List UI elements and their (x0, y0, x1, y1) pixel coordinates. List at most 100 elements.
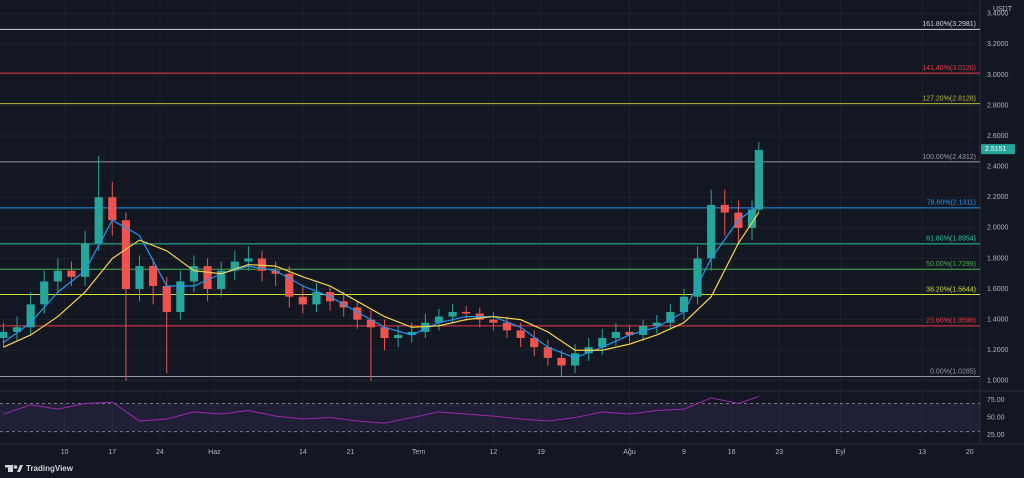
candle-body (312, 292, 321, 305)
rsi-band-fill (0, 403, 980, 432)
candle-body (679, 296, 689, 312)
candle-body (747, 209, 757, 228)
candle-body (557, 357, 566, 366)
fib-level-label: 161.80%(3.2981) (922, 21, 976, 28)
x-tick-label: 10 (61, 449, 69, 456)
x-tick-label: 14 (299, 449, 307, 456)
x-tick-label: 13 (918, 449, 926, 456)
candle-body (257, 258, 267, 271)
candle-body (639, 325, 648, 335)
candle-body (380, 327, 389, 338)
fib-level-label: 127.20%(2.8128) (922, 95, 976, 102)
candle-body (366, 319, 375, 328)
candle-body (530, 338, 539, 348)
candle-body (462, 312, 471, 314)
x-tick-label: 23 (775, 449, 783, 456)
x-tick-label: 19 (537, 449, 545, 456)
candle-body (543, 347, 552, 358)
x-tick-label: 12 (490, 449, 498, 456)
candle-body (693, 258, 702, 297)
candle-body (230, 261, 239, 271)
candle-body (12, 327, 22, 332)
candle-body (80, 243, 90, 277)
fib-level-label: 141.40%(3.0120) (922, 65, 976, 72)
fib-level-label: 23.60%(1.3596) (926, 318, 976, 325)
candle-body (448, 312, 457, 317)
rsi-tick-label: 25.00 (987, 432, 1005, 439)
candle-body (502, 322, 512, 331)
candle-body (135, 266, 144, 290)
candle-body (394, 334, 403, 338)
fib-level-label: 100.00%(2.4312) (922, 154, 976, 161)
last-price-label: 2.5151 (985, 146, 1007, 153)
candle-body (203, 266, 212, 290)
candle-body (176, 281, 185, 312)
x-tick-label: Haz (208, 449, 221, 456)
candle-body (407, 331, 416, 335)
y-tick-label: 2.8000 (987, 102, 1009, 109)
candle-body (162, 286, 171, 312)
candle-body (625, 331, 634, 335)
candle-body (285, 273, 294, 297)
candle-body (244, 258, 253, 262)
y-tick-label: 1.4000 (987, 316, 1009, 323)
candle-body (40, 281, 49, 305)
y-tick-label: 1.8000 (987, 255, 1009, 262)
x-tick-label: Ağu (623, 449, 636, 456)
y-tick-label: 1.6000 (987, 286, 1009, 293)
candle-body (189, 266, 199, 282)
y-tick-label: 2.4000 (987, 164, 1009, 171)
candle-body (666, 312, 675, 323)
y-tick-label: 2.2000 (987, 194, 1009, 201)
candle-body (67, 270, 76, 277)
y-tick-label: 2.0000 (987, 225, 1009, 232)
candle-body (707, 204, 716, 259)
x-tick-label: 16 (728, 449, 736, 456)
x-tick-label: Tem (412, 449, 425, 456)
candle-body (421, 322, 430, 332)
last-price-tag (981, 144, 1015, 155)
y-tick-label: 3.0000 (987, 72, 1009, 79)
y-tick-label: 3.2000 (987, 41, 1009, 48)
candle-body (217, 270, 226, 290)
brand: TradingView (26, 464, 74, 473)
candle-body (121, 220, 130, 290)
candle-body (611, 331, 620, 338)
y-tick-label: 1.2000 (987, 347, 1009, 354)
candle-body (652, 322, 661, 326)
candle-body (53, 270, 62, 282)
candle-body (434, 316, 444, 323)
candle-body (516, 330, 525, 338)
fib-level-label: 50.00%(1.7299) (926, 261, 976, 268)
x-tick-label: 17 (108, 449, 116, 456)
x-tick-label: Eyl (836, 449, 846, 456)
y-tick-label: 2.6000 (987, 133, 1009, 140)
candle-body (271, 270, 280, 274)
candle-body (149, 266, 158, 286)
y-tick-label: 1.0000 (987, 378, 1009, 385)
fib-level-label: 78.60%(2.1311) (927, 200, 976, 207)
candle-body (26, 304, 35, 328)
candle-body (598, 338, 607, 348)
fib-level-label: 38.20%(1.5644) (926, 286, 976, 293)
moving-average (3, 204, 760, 359)
moving-average (3, 212, 760, 351)
currency-label: USDT (993, 6, 1013, 13)
candle-body (720, 204, 729, 213)
brand-logo (5, 465, 23, 472)
candle-body (570, 353, 580, 366)
x-tick-label: 20 (966, 449, 974, 456)
y-tick-label: 3.4000 (987, 11, 1009, 18)
candle-body (353, 307, 362, 320)
candle-body (94, 197, 103, 244)
x-tick-label: 9 (682, 449, 686, 456)
candle-body (298, 296, 307, 305)
x-tick-label: 21 (347, 449, 355, 456)
x-tick-label: 24 (156, 449, 164, 456)
candle-body (108, 197, 117, 221)
candle-body (754, 149, 763, 210)
rsi-tick-label: 50.00 (987, 414, 1005, 421)
candle-body (489, 319, 498, 323)
